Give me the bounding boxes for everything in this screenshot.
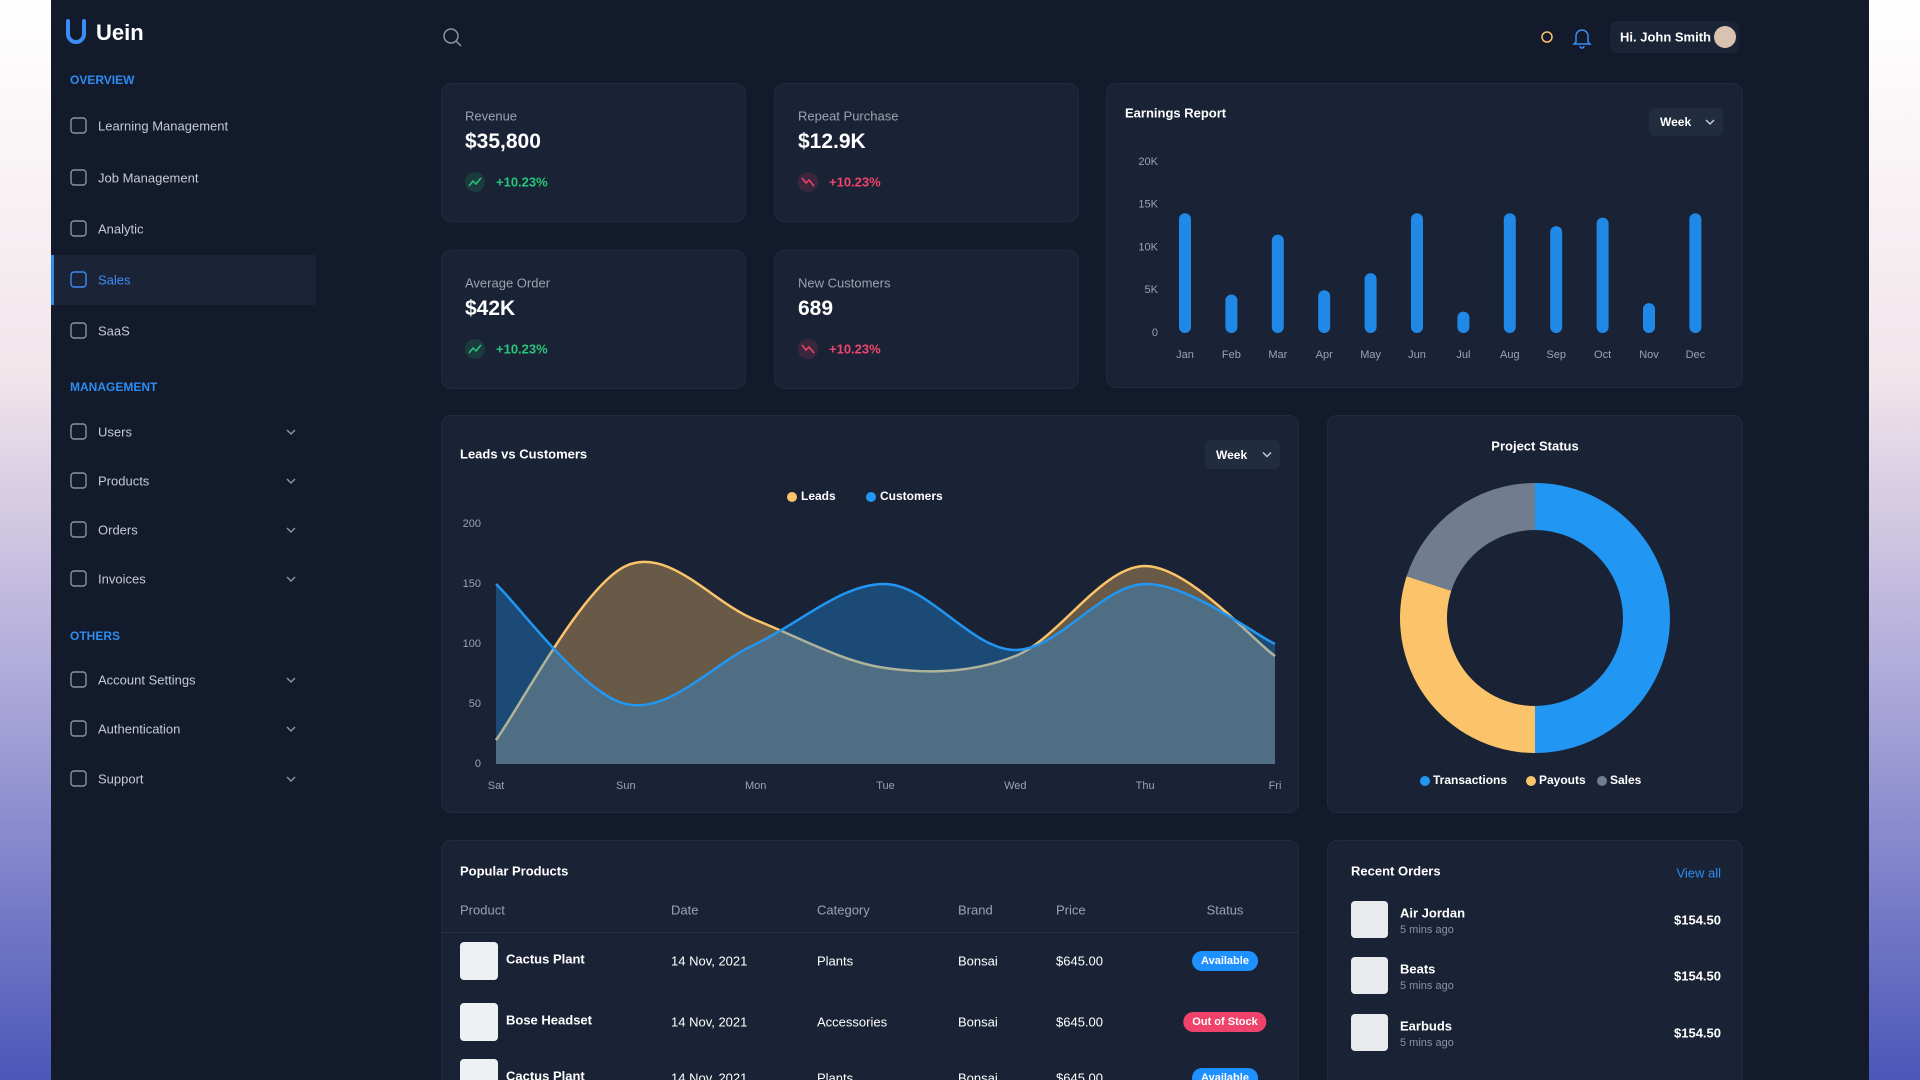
- menu-item[interactable]: SaaS: [98, 323, 130, 339]
- order-name: Beats: [1400, 961, 1436, 977]
- order-thumb: [1351, 901, 1388, 938]
- status-badge: Available: [1192, 1068, 1258, 1080]
- menu-item[interactable]: Authentication: [98, 721, 181, 737]
- section-title: OTHERS: [70, 629, 121, 643]
- products-card: [441, 840, 1299, 1080]
- chart-title: Earnings Report: [1125, 105, 1227, 121]
- section-title: OVERVIEW: [70, 73, 135, 87]
- leads-card: [441, 415, 1299, 813]
- card-title: Recent Orders: [1351, 863, 1441, 879]
- order-name: Earbuds: [1400, 1018, 1453, 1034]
- table-cell: Bonsai: [958, 1014, 998, 1030]
- table-cell: Plants: [817, 1070, 854, 1080]
- product-name: Bose Headset: [506, 1012, 592, 1028]
- stat-change: +10.23%: [829, 341, 881, 357]
- orders-card: [1327, 840, 1743, 1080]
- stat-label: Average Order: [465, 275, 551, 291]
- stat-card: [441, 250, 746, 389]
- product-name: Cactus Plant: [506, 1068, 585, 1080]
- order-price: $154.50: [1674, 968, 1721, 984]
- order-thumb: [1351, 957, 1388, 994]
- status-badge: Out of Stock: [1183, 1012, 1267, 1032]
- active-item-bg: [51, 255, 316, 305]
- table-cell: 14 Nov, 2021: [671, 953, 748, 969]
- column-header: Status: [1206, 902, 1244, 918]
- brand-name: Uein: [96, 20, 144, 45]
- period-label[interactable]: Week: [1660, 115, 1692, 129]
- table-cell: $645.00: [1056, 1014, 1103, 1030]
- order-price: $154.50: [1674, 1025, 1721, 1041]
- stat-label: Repeat Purchase: [798, 108, 899, 124]
- menu-item[interactable]: Job Management: [98, 170, 199, 186]
- column-header: Category: [817, 902, 870, 918]
- menu-item[interactable]: Learning Management: [98, 118, 229, 134]
- header-divider: [441, 932, 1299, 933]
- stat-value: $42K: [465, 297, 516, 320]
- stat-value: 689: [798, 297, 834, 320]
- table-cell: Plants: [817, 953, 854, 969]
- view-all-link[interactable]: View all: [1676, 865, 1721, 881]
- stat-value: $12.9K: [798, 130, 866, 153]
- stat-change: +10.23%: [496, 174, 548, 190]
- menu-item[interactable]: Products: [98, 473, 150, 489]
- user-greeting: Hi. John Smith: [1620, 29, 1711, 45]
- product-thumb: [460, 1059, 498, 1080]
- table-cell: Bonsai: [958, 953, 998, 969]
- chart-title: Leads vs Customers: [460, 446, 588, 462]
- stat-card: [774, 250, 1079, 389]
- menu-item[interactable]: Support: [98, 771, 144, 787]
- chart-title: Project Status: [1491, 438, 1579, 454]
- menu-item[interactable]: Analytic: [98, 221, 144, 237]
- column-header: Brand: [958, 902, 993, 918]
- menu-item[interactable]: Invoices: [98, 571, 146, 587]
- column-header: Product: [460, 902, 505, 918]
- menu-item[interactable]: Orders: [98, 522, 138, 538]
- stat-value: $35,800: [465, 130, 541, 153]
- period-label[interactable]: Week: [1216, 447, 1248, 462]
- stat-label: Revenue: [465, 108, 518, 124]
- stat-change: +10.23%: [496, 341, 548, 357]
- column-header: Price: [1056, 902, 1086, 918]
- section-title: MANAGEMENT: [70, 380, 158, 394]
- order-name: Air Jordan: [1400, 905, 1466, 921]
- table-cell: Accessories: [817, 1014, 888, 1030]
- product-name: Cactus Plant: [506, 951, 585, 967]
- product-thumb: [460, 1003, 498, 1041]
- table-cell: $645.00: [1056, 1070, 1103, 1080]
- order-time: 5 mins ago: [1400, 980, 1454, 992]
- table-cell: 14 Nov, 2021: [671, 1014, 748, 1030]
- order-time: 5 mins ago: [1400, 1037, 1454, 1049]
- column-header: Date: [671, 902, 699, 918]
- order-time: 5 mins ago: [1400, 924, 1454, 936]
- product-thumb: [460, 942, 498, 980]
- project-card: [1327, 415, 1743, 813]
- order-price: $154.50: [1674, 912, 1721, 928]
- stat-card: [441, 83, 746, 222]
- card-title: Popular Products: [460, 863, 569, 879]
- stat-card: [774, 83, 1079, 222]
- menu-item[interactable]: Sales: [98, 272, 131, 288]
- table-cell: $645.00: [1056, 953, 1103, 969]
- menu-item[interactable]: Users: [98, 424, 132, 440]
- menu-item[interactable]: Account Settings: [98, 672, 196, 688]
- stat-label: New Customers: [798, 275, 891, 291]
- table-cell: 14 Nov, 2021: [671, 1070, 748, 1080]
- earnings-card: [1106, 83, 1743, 388]
- stat-change: +10.23%: [829, 174, 881, 190]
- table-cell: Bonsai: [958, 1070, 998, 1080]
- order-thumb: [1351, 1014, 1388, 1051]
- status-badge: Available: [1192, 951, 1258, 971]
